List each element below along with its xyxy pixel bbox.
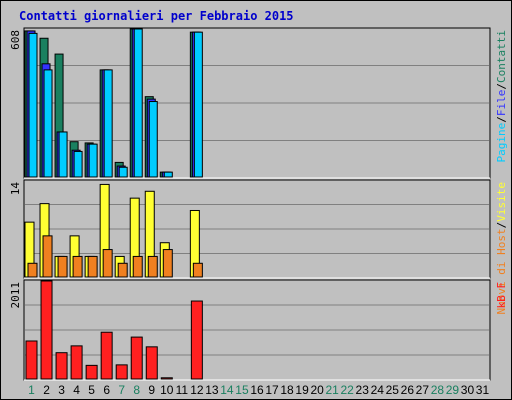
- bar-hosts-day-2: [42, 235, 53, 278]
- day-label-11: 11: [176, 383, 189, 397]
- bar-kbytes-day-6: [100, 331, 113, 380]
- bar-pages-day-9: [148, 101, 158, 178]
- day-label-8: 8: [133, 383, 140, 397]
- panel-2-max-label: 14: [9, 182, 22, 196]
- bar-hosts-day-9: [147, 255, 158, 278]
- day-label-18: 18: [280, 383, 294, 397]
- panel-1-legend-part: Pagine: [495, 123, 508, 163]
- day-label-28: 28: [431, 383, 445, 397]
- day-label-10: 10: [160, 383, 174, 397]
- day-label-1: 1: [28, 383, 35, 397]
- day-label-16: 16: [250, 383, 264, 397]
- panel-1-legend-part: File: [495, 90, 508, 117]
- day-label-5: 5: [88, 383, 95, 397]
- day-label-30: 30: [461, 383, 475, 397]
- bar-pages-day-8: [133, 28, 143, 178]
- panel-1-legend-part: /: [495, 83, 508, 90]
- bar-hosts-day-5: [87, 255, 98, 278]
- bar-pages-day-10: [163, 171, 173, 178]
- day-label-4: 4: [73, 383, 80, 397]
- bar-pages-day-7: [118, 166, 128, 178]
- bar-pages-day-5: [88, 143, 98, 178]
- panel-3-legend-part: kB F: [495, 282, 508, 309]
- bar-hosts-day-4: [72, 255, 83, 278]
- day-label-20: 20: [310, 383, 324, 397]
- day-label-19: 19: [295, 383, 309, 397]
- bar-hosts-day-3: [57, 255, 68, 278]
- day-label-17: 17: [265, 383, 279, 397]
- day-label-2: 2: [43, 383, 50, 397]
- panel-3-legend: kB F: [495, 282, 508, 309]
- bar-kbytes-day-2: [40, 280, 53, 380]
- day-label-27: 27: [416, 383, 430, 397]
- bar-kbytes-day-1: [25, 340, 38, 380]
- bar-pages-day-6: [103, 69, 113, 178]
- panel-1-legend: Pagine/File/Contatti: [495, 30, 508, 162]
- day-label-31: 31: [476, 383, 490, 397]
- bar-pages-day-4: [73, 150, 83, 178]
- day-label-3: 3: [58, 383, 65, 397]
- day-label-29: 29: [446, 383, 460, 397]
- day-label-22: 22: [341, 383, 355, 397]
- panel-2-legend-part: Nuovi di Host: [495, 228, 508, 314]
- bar-hosts-day-10: [162, 249, 173, 278]
- bar-hosts-day-1: [27, 262, 38, 278]
- bar-hosts-day-6: [102, 249, 113, 278]
- day-label-6: 6: [103, 383, 110, 397]
- day-label-14: 14: [220, 383, 234, 397]
- day-label-15: 15: [235, 383, 249, 397]
- bar-hosts-day-12: [192, 262, 203, 278]
- bar-kbytes-day-8: [130, 336, 143, 380]
- bar-kbytes-day-10: [160, 377, 173, 380]
- day-label-21: 21: [325, 383, 339, 397]
- bar-kbytes-day-5: [85, 364, 98, 380]
- bar-kbytes-day-7: [115, 364, 128, 380]
- bar-kbytes-day-4: [70, 345, 83, 380]
- panel-2-legend: Nuovi di Host/Visite: [495, 182, 508, 314]
- bar-pages-day-2: [43, 69, 53, 178]
- panel-1-max-label: 608: [9, 30, 22, 50]
- day-label-9: 9: [148, 383, 155, 397]
- day-label-7: 7: [118, 383, 125, 397]
- bar-kbytes-day-3: [55, 352, 68, 380]
- day-label-13: 13: [205, 383, 219, 397]
- bar-hosts-day-8: [132, 255, 143, 278]
- day-label-12: 12: [190, 383, 204, 397]
- bar-pages-day-1: [28, 32, 38, 178]
- day-label-24: 24: [371, 383, 385, 397]
- bar-hosts-day-7: [117, 262, 128, 278]
- panel-3-max-label: 2011: [9, 282, 22, 309]
- panel-1-legend-part: Contatti: [495, 30, 508, 83]
- bar-pages-day-3: [58, 131, 68, 178]
- day-label-23: 23: [356, 383, 370, 397]
- bar-kbytes-day-9: [145, 346, 158, 380]
- panel-1-legend-part: /: [495, 116, 508, 123]
- day-label-26: 26: [401, 383, 415, 397]
- chart-title: Contatti giornalieri per Febbraio 2015: [19, 9, 294, 23]
- bar-kbytes-day-12: [190, 300, 203, 380]
- panel-2-legend-part: /: [495, 222, 508, 229]
- bar-pages-day-12: [193, 31, 203, 178]
- day-label-25: 25: [386, 383, 400, 397]
- panel-2-legend-part: Visite: [495, 182, 508, 222]
